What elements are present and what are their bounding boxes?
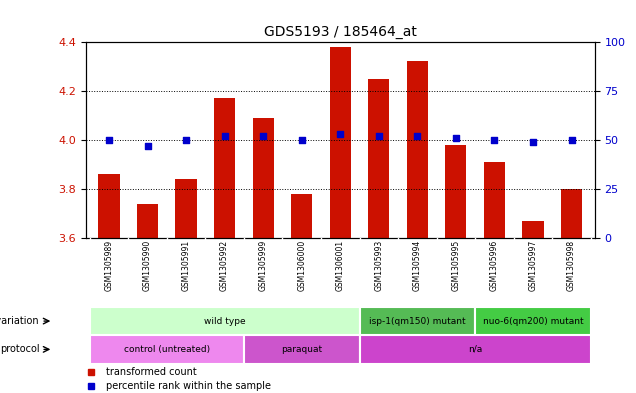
- Bar: [291, 194, 312, 238]
- Point: [412, 133, 422, 139]
- Bar: [522, 221, 544, 238]
- Bar: [359, 335, 591, 364]
- Text: GSM1306000: GSM1306000: [297, 240, 306, 292]
- Text: n/a: n/a: [468, 345, 482, 354]
- Text: GSM1306001: GSM1306001: [336, 240, 345, 291]
- Bar: [484, 162, 505, 238]
- Text: GSM1305992: GSM1305992: [220, 240, 229, 291]
- Text: GSM1305999: GSM1305999: [259, 240, 268, 292]
- Text: GSM1305998: GSM1305998: [567, 240, 576, 291]
- Title: GDS5193 / 185464_at: GDS5193 / 185464_at: [264, 25, 417, 39]
- Bar: [445, 145, 466, 238]
- Bar: [90, 307, 359, 335]
- Text: GSM1305995: GSM1305995: [452, 240, 460, 292]
- Point: [219, 133, 230, 139]
- Bar: [176, 179, 197, 238]
- Point: [142, 143, 153, 149]
- Text: control (untreated): control (untreated): [124, 345, 210, 354]
- Bar: [137, 204, 158, 238]
- Point: [335, 131, 345, 137]
- Bar: [99, 174, 120, 238]
- Bar: [368, 79, 389, 238]
- Point: [181, 137, 191, 143]
- Point: [567, 137, 577, 143]
- Bar: [252, 118, 273, 238]
- Point: [374, 133, 384, 139]
- Text: isp-1(qm150) mutant: isp-1(qm150) mutant: [369, 317, 466, 325]
- Text: genotype/variation: genotype/variation: [0, 316, 39, 326]
- Bar: [359, 307, 475, 335]
- Bar: [407, 61, 428, 238]
- Bar: [214, 98, 235, 238]
- Point: [296, 137, 307, 143]
- Text: protocol: protocol: [0, 344, 39, 354]
- Text: GSM1305996: GSM1305996: [490, 240, 499, 292]
- Point: [528, 139, 538, 145]
- Bar: [329, 47, 351, 238]
- Bar: [475, 307, 591, 335]
- Text: GSM1305997: GSM1305997: [529, 240, 537, 292]
- Text: percentile rank within the sample: percentile rank within the sample: [106, 381, 271, 391]
- Text: paraquat: paraquat: [281, 345, 322, 354]
- Bar: [244, 335, 359, 364]
- Bar: [561, 189, 582, 238]
- Point: [104, 137, 114, 143]
- Bar: [90, 335, 244, 364]
- Text: GSM1305989: GSM1305989: [104, 240, 113, 291]
- Text: wild type: wild type: [204, 317, 245, 325]
- Text: GSM1305990: GSM1305990: [143, 240, 152, 292]
- Text: GSM1305993: GSM1305993: [375, 240, 384, 292]
- Text: GSM1305994: GSM1305994: [413, 240, 422, 292]
- Point: [451, 135, 461, 141]
- Text: transformed count: transformed count: [106, 367, 197, 377]
- Text: GSM1305991: GSM1305991: [182, 240, 191, 291]
- Text: nuo-6(qm200) mutant: nuo-6(qm200) mutant: [483, 317, 583, 325]
- Point: [489, 137, 499, 143]
- Point: [258, 133, 268, 139]
